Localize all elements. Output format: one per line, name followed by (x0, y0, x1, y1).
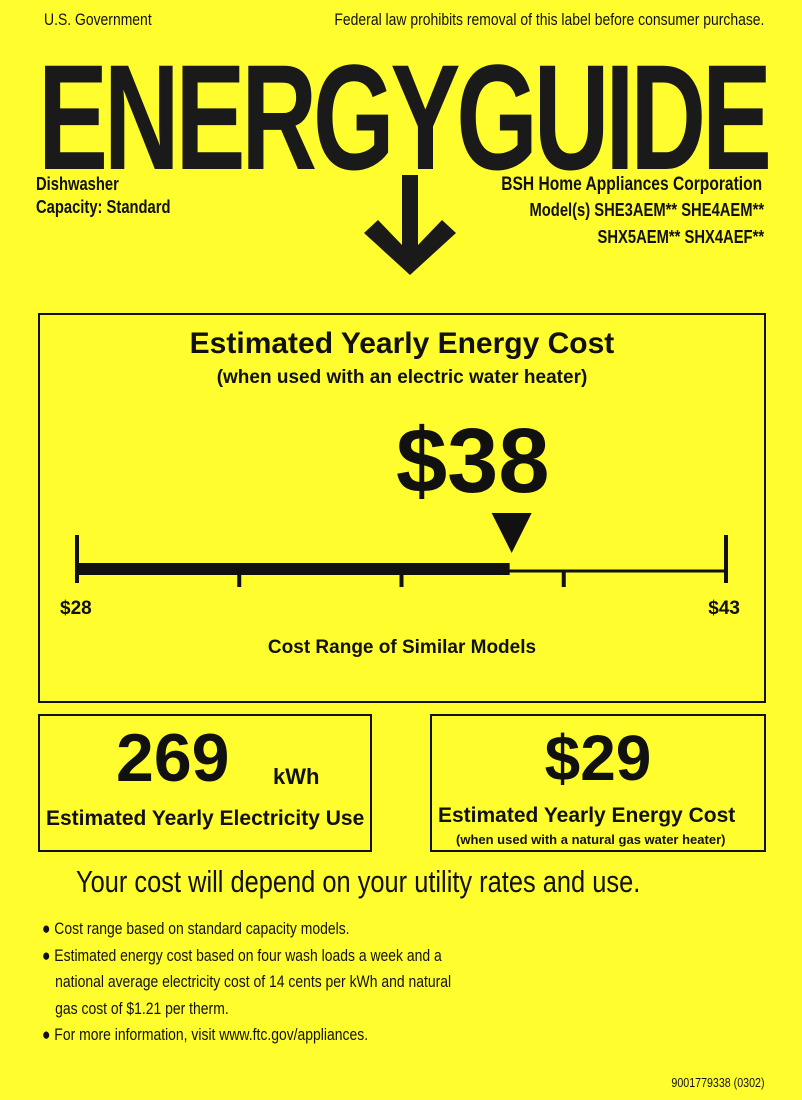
utility-notice: Your cost will depend on your utility ra… (76, 864, 641, 899)
electricity-value: 269 (116, 720, 230, 796)
capacity-label: Capacity: (36, 197, 103, 217)
cost-pointer-triangle (491, 513, 532, 553)
bullet-continuation: national average electricity cost of 14 … (55, 972, 452, 991)
us-government-label: U.S. Government (44, 10, 152, 29)
capacity: Capacity: Standard (36, 197, 171, 218)
range-max-label: $43 (708, 598, 740, 619)
models-line-1: Model(s) SHE3AEM** SHE4AEM** (529, 200, 764, 220)
range-min-label: $28 (60, 598, 92, 619)
gas-cost-sublabel: (when used with a natural gas water heat… (456, 832, 726, 847)
electricity-use-box: 269 kWh Estimated Yearly Electricity Use (38, 714, 372, 852)
capacity-value: Standard (106, 197, 171, 217)
arrow-down-icon (364, 175, 456, 275)
footer-code: 9001779338 (0302) (670, 1075, 764, 1090)
bullet-item: ● Cost range based on standard capacity … (42, 919, 350, 938)
bullet-item: ● Estimated energy cost based on four wa… (42, 945, 442, 965)
energyguide-logo: ENERGYGUIDE (38, 33, 772, 201)
main-title: Estimated Yearly Energy Cost (189, 327, 615, 360)
main-subtitle: (when used with an electric water heater… (216, 367, 588, 388)
bullet-item: ● For more information, visit www.ftc.go… (42, 1025, 369, 1044)
cost-range-scale (75, 513, 728, 587)
models-line-2: SHX5AEM** SHX4AEF** (597, 227, 764, 247)
yearly-cost-value: $38 (396, 410, 550, 512)
appliance-type: Dishwasher (36, 174, 119, 194)
gas-cost-label: Estimated Yearly Energy Cost (438, 804, 736, 827)
electricity-unit: kWh (273, 764, 320, 789)
electricity-label: Estimated Yearly Electricity Use (46, 807, 365, 830)
cost-bar (77, 563, 510, 575)
federal-law-notice: Federal law prohibits removal of this la… (333, 10, 764, 29)
range-caption: Cost Range of Similar Models (267, 637, 537, 658)
gas-cost-box: $29 Estimated Yearly Energy Cost (when u… (430, 714, 766, 852)
gas-cost-value: $29 (544, 722, 652, 794)
bullet-list: ● Cost range based on standard capacity … (42, 916, 451, 1049)
main-cost-box: Estimated Yearly Energy Cost (when used … (38, 313, 766, 703)
bullet-continuation: gas cost of $1.21 per therm. (55, 998, 229, 1018)
manufacturer-name: BSH Home Appliances Corporation (501, 174, 762, 195)
